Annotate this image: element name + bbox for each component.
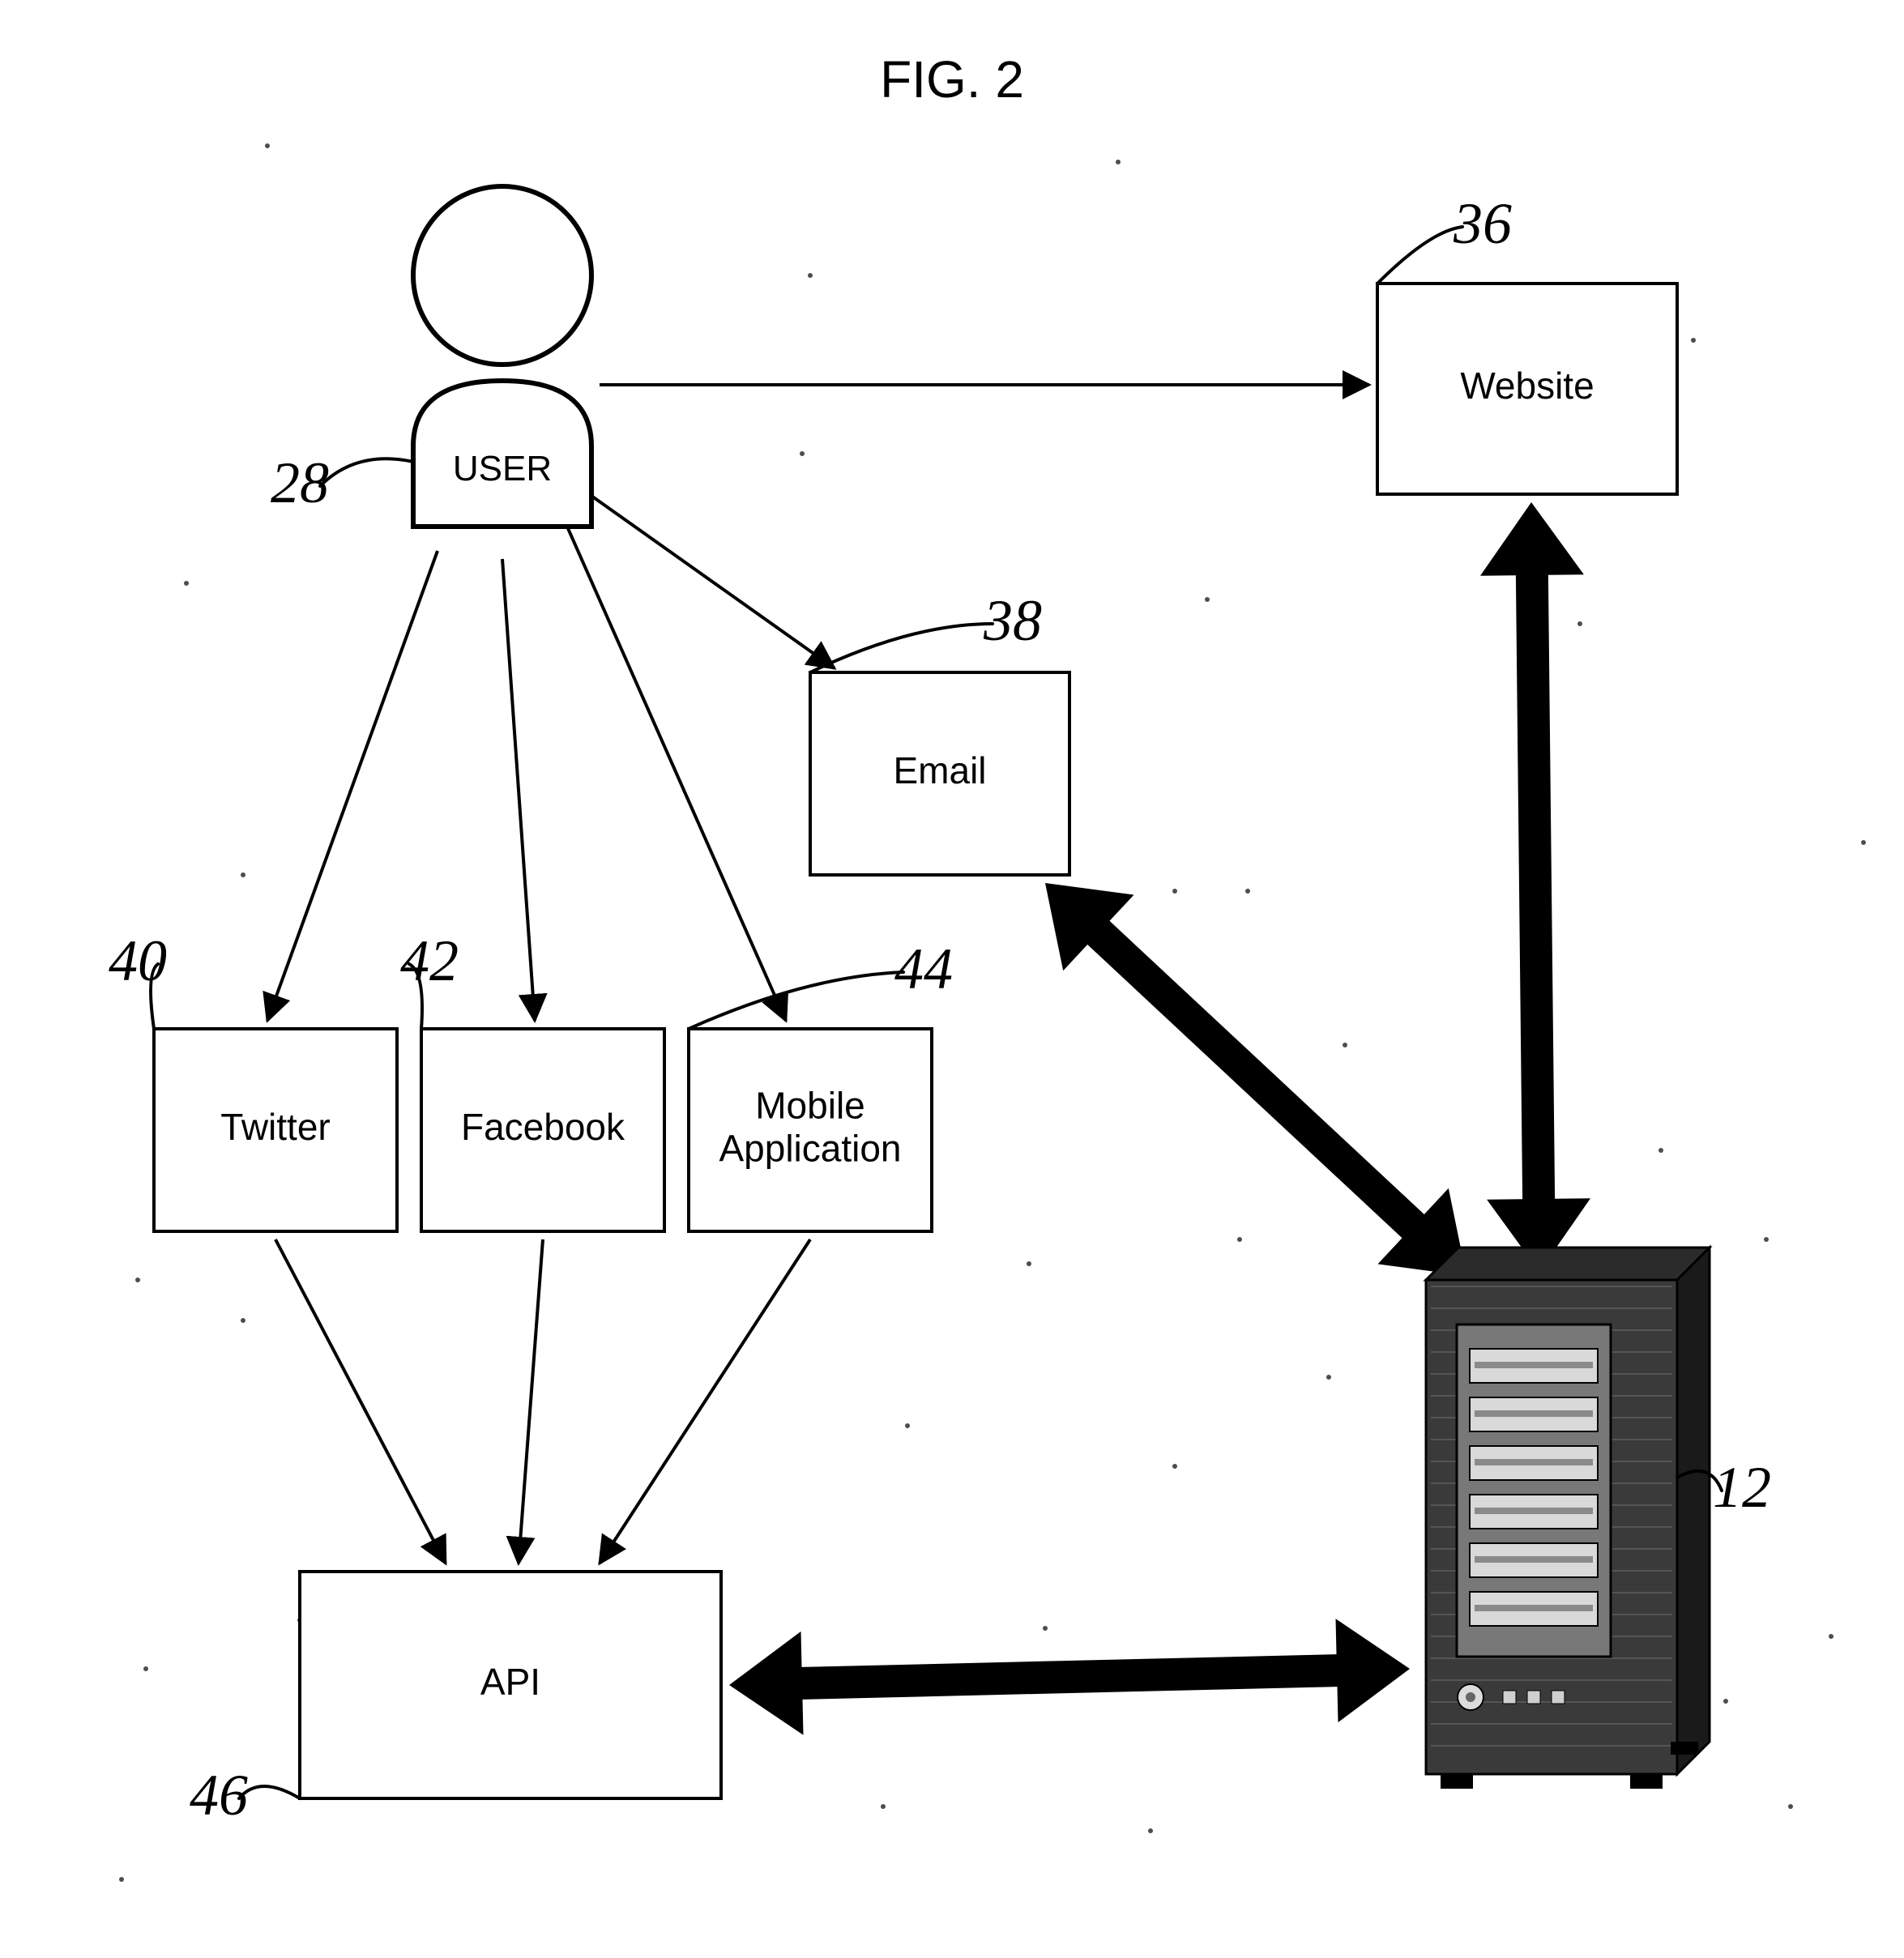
facebook-box: Facebook	[421, 1029, 664, 1231]
svg-text:FIG. 2: FIG. 2	[880, 50, 1024, 109]
svg-text:38: 38	[983, 588, 1042, 653]
svg-text:API: API	[480, 1661, 540, 1703]
mobile-box: MobileApplication	[689, 1029, 932, 1231]
svg-text:Twitter: Twitter	[220, 1106, 330, 1148]
svg-text:46: 46	[190, 1763, 248, 1828]
svg-text:Website: Website	[1460, 365, 1594, 407]
server-icon	[1426, 1248, 1710, 1789]
twitter-box: Twitter	[154, 1029, 397, 1231]
svg-text:USER: USER	[453, 449, 552, 488]
email-box: Email	[810, 672, 1069, 875]
website-box: Website	[1377, 284, 1677, 494]
svg-text:40: 40	[109, 928, 167, 993]
svg-text:28: 28	[271, 450, 329, 515]
svg-text:36: 36	[1453, 191, 1512, 256]
svg-text:Application: Application	[719, 1128, 901, 1170]
svg-text:Mobile: Mobile	[755, 1085, 865, 1127]
svg-text:Email: Email	[893, 749, 986, 791]
svg-text:42: 42	[400, 928, 459, 993]
api-box: API	[300, 1572, 721, 1798]
svg-text:Facebook: Facebook	[461, 1106, 625, 1148]
svg-text:44: 44	[894, 936, 953, 1001]
